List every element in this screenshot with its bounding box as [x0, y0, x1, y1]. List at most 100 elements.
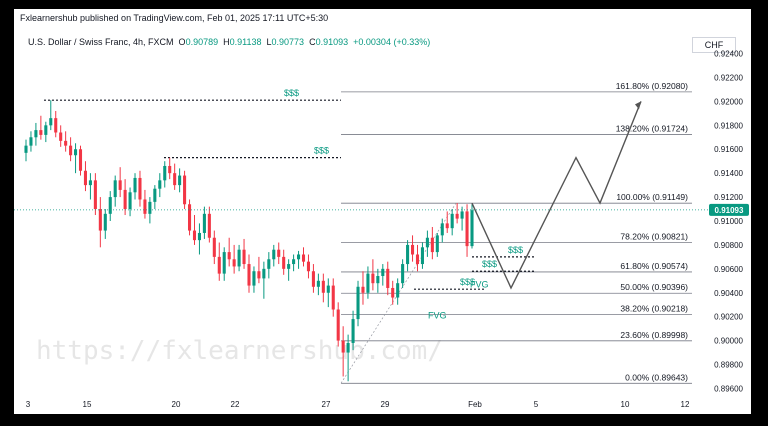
high-label: H [223, 37, 230, 47]
candle-body [183, 175, 187, 205]
candle-body [113, 180, 117, 198]
y-tick-label: 0.90400 [714, 289, 743, 298]
y-tick-label: 0.91400 [714, 169, 743, 178]
candle-body [391, 287, 395, 298]
candle-body [83, 170, 88, 186]
candle-body [311, 271, 315, 287]
candle-body [88, 180, 92, 186]
y-tick-label: 0.90800 [714, 241, 743, 250]
candle-body [217, 256, 221, 274]
candle-body [108, 197, 112, 214]
candle-body [207, 213, 211, 238]
candle-body [123, 189, 127, 210]
candle-body [272, 249, 276, 260]
candle-body [222, 252, 226, 274]
candle-body [361, 286, 365, 293]
candle-body [237, 249, 241, 267]
candle-body [371, 273, 375, 284]
candle-body [202, 213, 206, 233]
x-tick-label: Feb [468, 400, 482, 409]
fib-level-label: 78.20% (0.90821) [620, 231, 688, 241]
candle-body [49, 118, 53, 126]
open-value: 0.90789 [185, 37, 219, 47]
fvg-label: FVG [428, 310, 447, 320]
fvg-label: FVG [470, 279, 489, 289]
currency-button[interactable]: CHF [692, 37, 736, 53]
candle-body [212, 237, 216, 257]
candle-body [262, 268, 266, 279]
open-label: O [178, 37, 186, 47]
candle-body [74, 149, 78, 156]
x-tick-label: 12 [681, 400, 690, 409]
candle-body [69, 145, 73, 156]
candle-body [59, 132, 63, 141]
fib-level-label: 50.00% (0.90396) [620, 282, 688, 292]
fib-level-label: 100.00% (0.91149) [616, 192, 688, 202]
candle-body [93, 180, 97, 210]
projection-arrowhead [635, 101, 641, 110]
candle-body [153, 188, 157, 202]
x-tick-label: 5 [534, 400, 539, 409]
candle-body [450, 213, 454, 229]
candle-body [54, 118, 58, 133]
candle-body [341, 340, 345, 353]
candle-body [415, 254, 420, 265]
candle-body [64, 140, 68, 146]
candle-body [232, 259, 236, 267]
candle-body [98, 209, 102, 231]
y-tick-label: 0.91800 [714, 121, 743, 130]
candle-body [173, 173, 177, 186]
candle-body [138, 177, 142, 200]
fib-level-label: 161.80% (0.92080) [616, 81, 688, 91]
close-value: 0.91093 [315, 37, 349, 47]
candle-body [445, 223, 449, 229]
candle-body [410, 244, 415, 255]
candle-body [227, 252, 231, 260]
candle-body [376, 276, 380, 284]
symbol-legend: U.S. Dollar / Swiss Franc, 4h, FXCM O0.9… [28, 37, 430, 47]
candle-body [297, 254, 301, 260]
liquidity-label: $$$ [284, 88, 299, 98]
x-tick-label: 10 [621, 400, 630, 409]
candle-body [44, 125, 48, 135]
candle-body [24, 145, 28, 153]
last-price-badge [709, 203, 749, 216]
candle-body [78, 149, 83, 171]
candle-body [470, 210, 474, 247]
y-tick-label: 0.90200 [714, 313, 743, 322]
candle-body [168, 165, 172, 174]
candle-body [406, 244, 410, 265]
liquidity-label: $$$ [482, 259, 497, 269]
candle-body [455, 213, 459, 219]
x-tick-label: 27 [322, 400, 331, 409]
y-tick-label: 0.91200 [714, 193, 743, 202]
candle-body [148, 201, 152, 214]
fib-level-label: 61.80% (0.90574) [620, 261, 688, 271]
candle-body [158, 180, 162, 189]
candle-body [425, 237, 429, 248]
y-tick-label: 0.90000 [714, 337, 743, 346]
x-tick-label: 3 [26, 400, 31, 409]
candle-body [143, 199, 147, 214]
candle-body [440, 223, 444, 236]
x-tick-label: 22 [231, 400, 240, 409]
high-value: 0.91138 [229, 37, 262, 47]
x-tick-label: 20 [172, 400, 181, 409]
candle-body [326, 285, 330, 293]
candle-body [163, 165, 167, 181]
candle-body [420, 247, 424, 265]
candle-body [252, 271, 256, 286]
price-chart[interactable]: https://fxlearnershub.com/ 0.00% (0.8964… [14, 9, 751, 414]
candle-body [396, 283, 400, 298]
x-tick-label: 29 [381, 400, 390, 409]
low-value: 0.90773 [271, 37, 305, 47]
candle-body [386, 268, 390, 288]
chart-panel: Fxlearnershub published on TradingView.c… [14, 9, 751, 414]
candle-body [257, 271, 261, 279]
candle-body [267, 259, 271, 269]
published-caption: Fxlearnershub published on TradingView.c… [20, 13, 329, 23]
liquidity-label: $$$ [508, 245, 523, 255]
candle-body [178, 175, 182, 186]
candle-body [29, 137, 33, 146]
candle-body [430, 237, 434, 253]
